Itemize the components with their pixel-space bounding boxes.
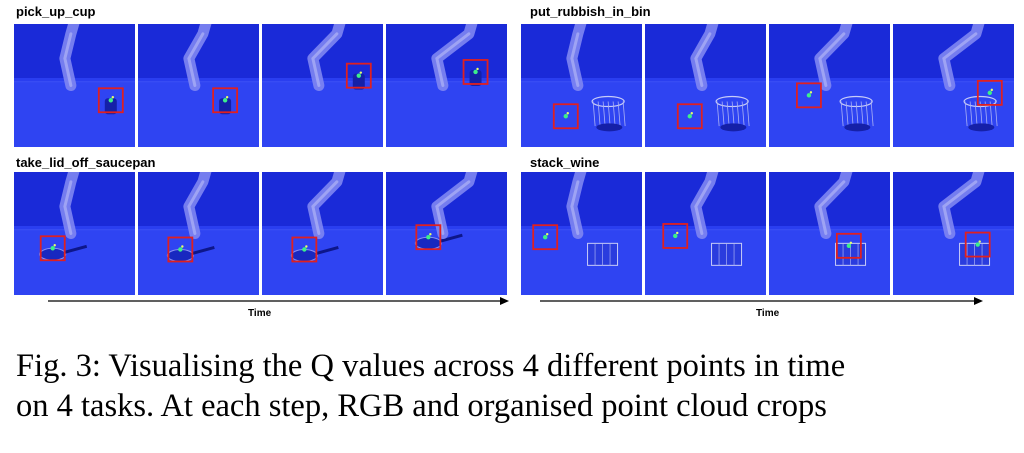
q-value-highlight-box [167, 236, 194, 263]
q-value-frame [769, 24, 890, 147]
panel-title-stack-wine: stack_wine [530, 155, 600, 170]
time-label-left: Time [248, 308, 272, 319]
panel-title-pick-up-cup: pick_up_cup [16, 4, 96, 19]
frame-render [893, 172, 1014, 295]
q-value-frame [386, 172, 507, 295]
figure-caption: Fig. 3: Visualising the Q values across … [16, 346, 1016, 426]
q-value-highlight-box [415, 224, 442, 251]
q-value-frame [893, 24, 1014, 147]
q-value-highlight-box [835, 232, 862, 259]
caption-line-2: on 4 tasks. At each step, RGB and organi… [16, 388, 827, 424]
q-value-frame [14, 24, 135, 147]
panel-title-take-lid-off-saucepan: take_lid_off_saucepan [16, 155, 156, 170]
time-label-right: Time [756, 308, 780, 319]
q-value-frame [138, 24, 259, 147]
q-value-frame [521, 24, 642, 147]
frame-render [521, 24, 642, 147]
frame-strip-put-rubbish-in-bin [521, 24, 1014, 147]
frame-render [138, 172, 259, 295]
frame-render [262, 172, 383, 295]
q-value-frame [645, 172, 766, 295]
time-arrow-left [48, 297, 509, 305]
frame-render [386, 172, 507, 295]
frame-strip-take-lid-off-saucepan [14, 172, 507, 295]
q-value-frame [893, 172, 1014, 295]
q-value-frame [521, 172, 642, 295]
q-value-frame [769, 172, 890, 295]
frame-render [14, 172, 135, 295]
q-value-highlight-box [976, 79, 1003, 106]
q-value-highlight-box [39, 235, 66, 262]
q-value-highlight-box [462, 59, 489, 85]
q-value-highlight-box [662, 223, 689, 249]
caption-line-1: Fig. 3: Visualising the Q values across … [16, 348, 846, 384]
q-value-highlight-box [291, 236, 318, 263]
frame-strip-pick-up-cup [14, 24, 507, 147]
q-value-highlight-box [796, 82, 822, 109]
q-value-highlight-box [552, 103, 579, 130]
q-value-frame [386, 24, 507, 147]
q-value-highlight-box [97, 87, 124, 114]
frame-render [138, 24, 259, 147]
q-value-frame [138, 172, 259, 295]
frame-render [769, 172, 890, 295]
q-value-frame [14, 172, 135, 295]
q-value-highlight-box [345, 62, 372, 89]
q-value-frame [262, 24, 383, 147]
frame-render [521, 172, 642, 295]
q-value-highlight-box [676, 103, 703, 130]
frame-render [14, 24, 135, 147]
frame-strip-stack-wine [521, 172, 1014, 295]
frame-render [262, 24, 383, 147]
q-value-frame [262, 172, 383, 295]
frame-render [769, 24, 890, 147]
panel-title-put-rubbish-in-bin: put_rubbish_in_bin [530, 4, 651, 19]
q-value-highlight-box [964, 231, 991, 258]
frame-render [386, 24, 507, 147]
q-value-highlight-box [532, 224, 559, 251]
time-arrow-right [540, 297, 983, 305]
q-value-frame [645, 24, 766, 147]
frame-render [645, 24, 766, 147]
q-value-highlight-box [212, 87, 239, 114]
frame-render [893, 24, 1014, 147]
frame-render [645, 172, 766, 295]
